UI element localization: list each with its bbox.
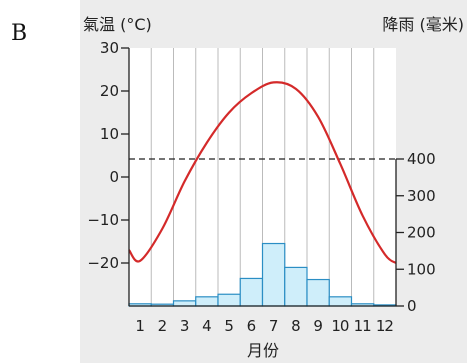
month-label: 6: [247, 317, 257, 335]
precipitation-bar: [172, 300, 197, 307]
precipitation-tick-label: 100: [407, 260, 436, 278]
month-label: 5: [224, 317, 234, 335]
temperature-tick-label: 20: [100, 82, 119, 100]
temperature-line: [128, 81, 397, 264]
precipitation-tick-label: 400: [407, 150, 436, 168]
panel-label: B: [11, 21, 27, 46]
month-label: 4: [202, 317, 212, 335]
precipitation-bar: [217, 293, 241, 307]
precipitation-bar: [239, 277, 264, 307]
precipitation-bar: [306, 278, 330, 307]
month-label: 10: [331, 317, 349, 335]
temperature-axis-title: 氣温 (°C): [83, 15, 152, 34]
precipitation-axis-title: 降雨 (毫米): [382, 15, 464, 34]
precipitation-tick-label: 200: [407, 224, 436, 242]
month-label: 9: [313, 317, 323, 335]
precipitation-tick-label: 0: [407, 297, 417, 315]
precipitation-ticks: 400 300 200 100 0: [396, 150, 436, 315]
precipitation-bar: [195, 296, 219, 307]
temperature-tick-label: −20: [87, 254, 119, 272]
precipitation-bar: [328, 296, 353, 307]
temperature-tick-label: 0: [109, 168, 119, 186]
month-label: 12: [376, 317, 394, 335]
month-label: 3: [180, 317, 190, 335]
precipitation-tick-label: 300: [407, 187, 436, 205]
month-label: 1: [135, 317, 145, 335]
month-label: 7: [269, 317, 279, 335]
precipitation-bar: [284, 266, 308, 307]
month-label: 11: [354, 317, 372, 335]
month-labels: 1 2 3 4 5 6 7 8 9 10 11 12: [135, 317, 394, 335]
x-axis-title: 月份: [247, 341, 279, 360]
temperature-tick-label: 30: [100, 39, 119, 57]
precipitation-bar: [261, 242, 286, 307]
month-label: 8: [291, 317, 301, 335]
temperature-tick-label: −10: [87, 211, 119, 229]
month-label: 2: [158, 317, 168, 335]
temperature-ticks: 30 20 10 0 −10 −20: [87, 39, 129, 272]
temperature-tick-label: 10: [100, 125, 119, 143]
